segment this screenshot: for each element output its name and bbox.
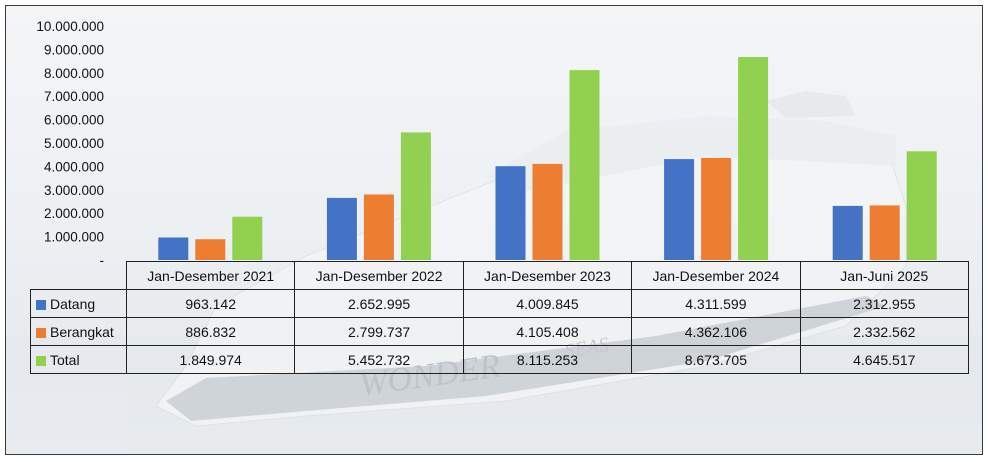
legend-entry: Total <box>30 345 127 374</box>
bar-datang-4 <box>832 205 863 260</box>
y-tick-label: 8.000.000 <box>44 66 104 81</box>
bar-datang-2 <box>495 166 526 260</box>
category-header: Jan-Desember 2023 <box>462 261 633 290</box>
category-header: Jan-Desember 2021 <box>125 261 296 290</box>
bar-total-4 <box>906 151 937 260</box>
y-tick-label: 6.000.000 <box>44 113 104 128</box>
table-cell: 4.362.106 <box>631 317 801 346</box>
table-row: Berangkat 886.832 2.799.737 4.105.408 4.362.… <box>30 317 970 346</box>
y-tick-label: - <box>100 253 105 268</box>
legend-swatch <box>36 299 46 310</box>
legend-label: Berangkat <box>50 323 114 340</box>
legend-label: Total <box>50 351 80 368</box>
bar-berangkat-0 <box>195 239 226 260</box>
y-tick-label: 2.000.000 <box>44 206 104 221</box>
table-row: Total 1.849.974 5.452.732 8.115.253 8.673.70… <box>30 345 970 374</box>
table-cell: 8.673.705 <box>631 345 801 374</box>
table-cell: 2.312.955 <box>799 289 970 318</box>
table-cell: 8.115.253 <box>462 345 633 374</box>
table-cell: 5.452.732 <box>294 345 464 374</box>
table-cell: 886.832 <box>125 317 296 346</box>
y-tick-label: 7.000.000 <box>44 89 104 104</box>
bar-berangkat-1 <box>363 194 394 260</box>
category-header: Jan-Desember 2024 <box>631 261 801 290</box>
category-header: Jan-Juni 2025 <box>799 261 970 290</box>
bar-berangkat-2 <box>532 163 563 260</box>
table-cell: 4.009.845 <box>462 289 633 318</box>
y-tick-label: 9.000.000 <box>44 42 104 57</box>
legend-entry: Berangkat <box>30 317 127 346</box>
table-cell: 963.142 <box>125 289 296 318</box>
y-tick-label: 5.000.000 <box>44 136 104 151</box>
category-header: Jan-Desember 2022 <box>294 261 464 290</box>
bars-group <box>158 57 937 260</box>
y-tick-label: 4.000.000 <box>44 159 104 174</box>
table-row: Datang 963.142 2.652.995 4.009.845 4.311.599… <box>30 289 970 318</box>
data-table: Jan-Desember 2021 Jan-Desember 2022 Jan-De… <box>30 261 970 374</box>
table-cell: 2.652.995 <box>294 289 464 318</box>
table-cell: 4.105.408 <box>462 317 633 346</box>
legend-swatch <box>36 327 46 338</box>
bar-total-2 <box>569 70 600 260</box>
y-tick-label: 1.000.000 <box>44 230 104 245</box>
table-cell: 2.332.562 <box>799 317 970 346</box>
table-cell: 2.799.737 <box>294 317 464 346</box>
legend-swatch <box>36 355 46 366</box>
table-cell: 1.849.974 <box>125 345 296 374</box>
bar-chart: - 1.000.000 2.000.000 3.000.000 4.000.000 5.0… <box>36 19 937 268</box>
bar-total-0 <box>232 216 263 260</box>
y-tick-label: 3.000.000 <box>44 183 104 198</box>
table-corner <box>30 261 127 290</box>
y-axis: - 1.000.000 2.000.000 3.000.000 4.000.000 5.0… <box>36 19 104 268</box>
chart-frame: WONDER SEAS -1.000.000 2.000.000 3.000.000… <box>5 5 983 455</box>
bar-datang-3 <box>664 159 695 260</box>
bar-total-3 <box>738 57 769 260</box>
legend-label: Datang <box>50 295 96 312</box>
bar-berangkat-3 <box>701 157 732 260</box>
table-header-row: Jan-Desember 2021 Jan-Desember 2022 Jan-De… <box>30 261 970 290</box>
y-tick-label: 10.000.000 <box>36 19 104 34</box>
table-cell: 4.311.599 <box>631 289 801 318</box>
legend-entry: Datang <box>30 289 127 318</box>
bar-berangkat-4 <box>869 205 900 260</box>
table-cell: 4.645.517 <box>799 345 970 374</box>
bar-datang-0 <box>158 237 189 260</box>
bar-datang-1 <box>326 197 357 260</box>
bar-total-1 <box>400 132 431 260</box>
